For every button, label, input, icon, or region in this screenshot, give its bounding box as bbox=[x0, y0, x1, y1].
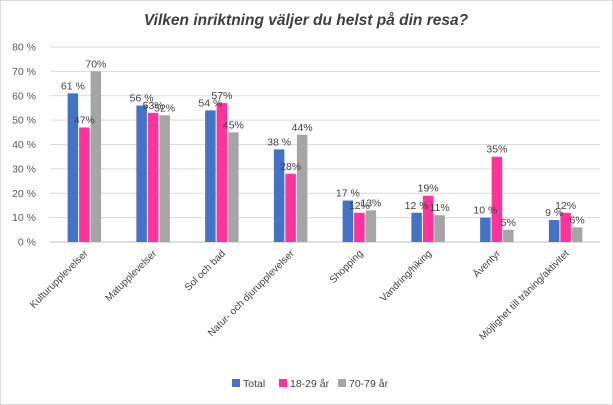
chart-title: Vilken inriktning väljer du helst på din… bbox=[144, 12, 469, 29]
legend-label: 70-79 år bbox=[349, 378, 389, 390]
data-label: 52% bbox=[154, 102, 175, 114]
data-label: 57% bbox=[211, 90, 232, 102]
y-tick-label: 70 % bbox=[12, 66, 36, 78]
data-label: 12% bbox=[555, 200, 576, 212]
bar bbox=[79, 127, 90, 242]
data-label: 11% bbox=[430, 202, 450, 214]
legend: Total 18-29 år 70-79 år bbox=[232, 378, 389, 390]
data-label: 53% bbox=[143, 100, 164, 112]
legend-swatch bbox=[279, 379, 287, 387]
gridlines bbox=[50, 46, 600, 243]
bar bbox=[342, 200, 354, 242]
y-axis-tick-labels: 0 % 10 % 20 % 30 % 40 % 50 % 60 % 70 % 80 % bbox=[12, 42, 36, 249]
y-tick-label: 80 % bbox=[12, 42, 36, 54]
data-label: 19% bbox=[418, 183, 439, 195]
data-label: 5% bbox=[501, 217, 516, 229]
category-label: Vandring/hiking bbox=[378, 248, 434, 304]
category-label: Kulturupplevelser bbox=[28, 248, 91, 311]
bar bbox=[491, 156, 503, 242]
data-label: 54 % bbox=[198, 97, 222, 109]
y-tick-label: 30 % bbox=[12, 163, 36, 175]
bar bbox=[560, 212, 571, 242]
bar bbox=[273, 149, 285, 242]
category-label: Shopping bbox=[328, 248, 366, 286]
data-label: 38 % bbox=[267, 136, 291, 148]
data-label: 47% bbox=[74, 114, 95, 126]
y-tick-label: 20 % bbox=[12, 188, 36, 200]
bar bbox=[571, 227, 583, 242]
legend-swatch bbox=[338, 379, 346, 387]
data-label: 70% bbox=[85, 58, 106, 70]
bar bbox=[365, 210, 377, 242]
data-label: 13% bbox=[360, 197, 381, 209]
y-tick-label: 10 % bbox=[12, 212, 36, 224]
bar bbox=[67, 93, 79, 242]
data-label: 56 % bbox=[130, 93, 154, 105]
data-label: 6% bbox=[570, 214, 585, 226]
bar bbox=[422, 195, 434, 242]
bar bbox=[205, 110, 216, 242]
bar bbox=[354, 212, 365, 242]
bar bbox=[228, 132, 239, 242]
bar bbox=[503, 229, 514, 242]
data-label: 12% bbox=[349, 200, 370, 212]
legend-label: 18-29 år bbox=[290, 378, 330, 390]
bar bbox=[159, 115, 170, 242]
bar bbox=[136, 105, 147, 242]
data-label: 10 % bbox=[473, 205, 497, 217]
bar bbox=[147, 112, 159, 242]
data-label: 45% bbox=[223, 119, 244, 131]
y-tick-label: 0 % bbox=[18, 237, 36, 249]
data-label: 61 % bbox=[61, 80, 85, 92]
legend-label: Total bbox=[243, 378, 265, 390]
bar bbox=[548, 220, 560, 242]
data-labels: 61 % 47% 70% 56 %53%52% 54 %57% 45% 38 % 28% 44%… bbox=[61, 58, 585, 228]
category-label: Sol och bad bbox=[183, 248, 228, 293]
category-labels: Kulturupplevelser Matupplevelser Sol och b… bbox=[28, 247, 572, 342]
data-label: 12 % bbox=[405, 200, 429, 212]
data-label: 35% bbox=[486, 144, 507, 156]
data-label: 28% bbox=[280, 161, 301, 173]
bar bbox=[480, 217, 491, 242]
data-label: 17 % bbox=[336, 188, 360, 200]
bars bbox=[67, 71, 583, 242]
data-label: 44% bbox=[292, 122, 313, 134]
y-tick-label: 60 % bbox=[12, 90, 36, 102]
bar bbox=[285, 173, 296, 242]
y-tick-label: 40 % bbox=[12, 139, 36, 151]
legend-swatch bbox=[232, 379, 240, 387]
data-label: 9 % bbox=[545, 207, 563, 219]
bar bbox=[434, 215, 445, 242]
bar bbox=[411, 212, 422, 242]
bar bbox=[296, 134, 308, 242]
bar bbox=[216, 103, 228, 242]
category-label: Matupplevelser bbox=[104, 248, 160, 304]
y-tick-label: 50 % bbox=[12, 115, 36, 127]
bar bbox=[90, 71, 102, 242]
category-label: Äventyr bbox=[471, 247, 504, 280]
